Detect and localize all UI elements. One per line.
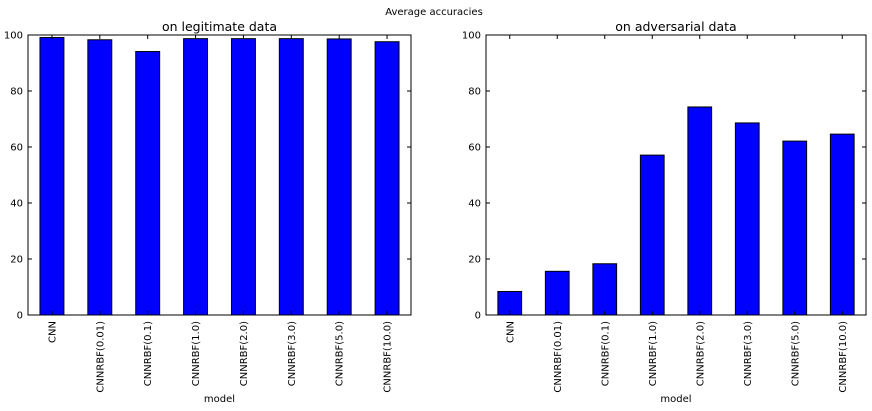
x-tick-label: CNNRBF(5.0): [335, 321, 346, 386]
legitimate-accuracy-chart: on legitimate data 0 20 40 60 80 100 CNN CNNRB…: [4, 19, 412, 405]
bar-cnnrbf-0-01: [544, 270, 570, 316]
bar-cnnrbf-0-1: [135, 51, 161, 316]
bar-cnnrbf-10-0: [829, 133, 855, 316]
bars: [39, 37, 400, 316]
x-tick-label: CNNRBF(0.1): [143, 321, 154, 386]
x-tick-label: CNNRBF(3.0): [743, 321, 754, 386]
bar-cnnrbf-1-0: [183, 38, 209, 316]
y-axis: 0 20 40 60 80 100: [462, 31, 866, 322]
bar-cnnrbf-1-0: [639, 154, 665, 316]
adversarial-accuracy-chart: on adversarial data 0 20 40 60 80 100 CNN CNNR…: [462, 19, 867, 405]
x-tick-label: CNNRBF(10.0): [383, 321, 394, 393]
y-tick-label: 60: [10, 143, 23, 154]
axes-frame: [27, 34, 412, 316]
bar-cnnrbf-5-0: [326, 38, 352, 316]
x-tick-label: CNNRBF(2.0): [695, 321, 706, 386]
bar-cnnrbf-10-0: [374, 41, 400, 316]
x-axis: CNN CNNRBF(0.01) CNNRBF(0.1) CNNRBF(1.0) CNN…: [505, 35, 849, 393]
bar-cnnrbf-5-0: [782, 140, 808, 316]
x-tick-label: CNNRBF(10.0): [838, 321, 849, 393]
y-tick-label: 100: [4, 31, 23, 42]
y-tick-label: 0: [17, 311, 23, 322]
bar-cnn: [39, 37, 65, 316]
x-tick-label: CNNRBF(0.1): [600, 321, 611, 386]
panel-title: on legitimate data: [162, 19, 277, 34]
x-axis-label: model: [660, 394, 691, 405]
bars: [497, 106, 855, 316]
bar-cnnrbf-2-0: [230, 38, 256, 316]
axes-frame: [485, 34, 867, 316]
y-tick-label: 80: [10, 87, 23, 98]
bar-cnnrbf-0-1: [592, 263, 618, 316]
x-tick-label: CNNRBF(2.0): [239, 321, 250, 386]
figure-title: Average accuracies: [385, 7, 483, 18]
x-tick-label: CNNRBF(0.01): [95, 321, 106, 393]
x-tick-label: CNNRBF(3.0): [287, 321, 298, 386]
x-tick-label: CNNRBF(5.0): [790, 321, 801, 386]
x-tick-label: CNNRBF(1.0): [648, 321, 659, 386]
y-tick-label: 40: [468, 199, 481, 210]
x-tick-label: CNN: [505, 321, 516, 343]
bar-cnnrbf-3-0: [278, 38, 304, 316]
y-tick-label: 0: [475, 311, 481, 322]
y-tick-label: 20: [468, 255, 481, 266]
y-tick-label: 20: [10, 255, 23, 266]
bar-cnnrbf-3-0: [734, 122, 760, 316]
y-axis: 0 20 40 60 80 100: [4, 31, 411, 322]
y-tick-label: 60: [468, 143, 481, 154]
y-tick-label: 40: [10, 199, 23, 210]
x-tick-label: CNN: [47, 321, 58, 343]
x-axis: CNN CNNRBF(0.01) CNNRBF(0.1) CNNRBF(1.0) CNN…: [47, 35, 394, 393]
x-axis-label: model: [204, 394, 235, 405]
x-tick-label: CNNRBF(0.01): [553, 321, 564, 393]
y-tick-label: 100: [462, 31, 481, 42]
bar-cnnrbf-2-0: [687, 106, 713, 316]
y-tick-label: 80: [468, 87, 481, 98]
x-tick-label: CNNRBF(1.0): [191, 321, 202, 386]
bar-cnnrbf-0-01: [87, 39, 113, 316]
panel-title: on adversarial data: [615, 19, 736, 34]
